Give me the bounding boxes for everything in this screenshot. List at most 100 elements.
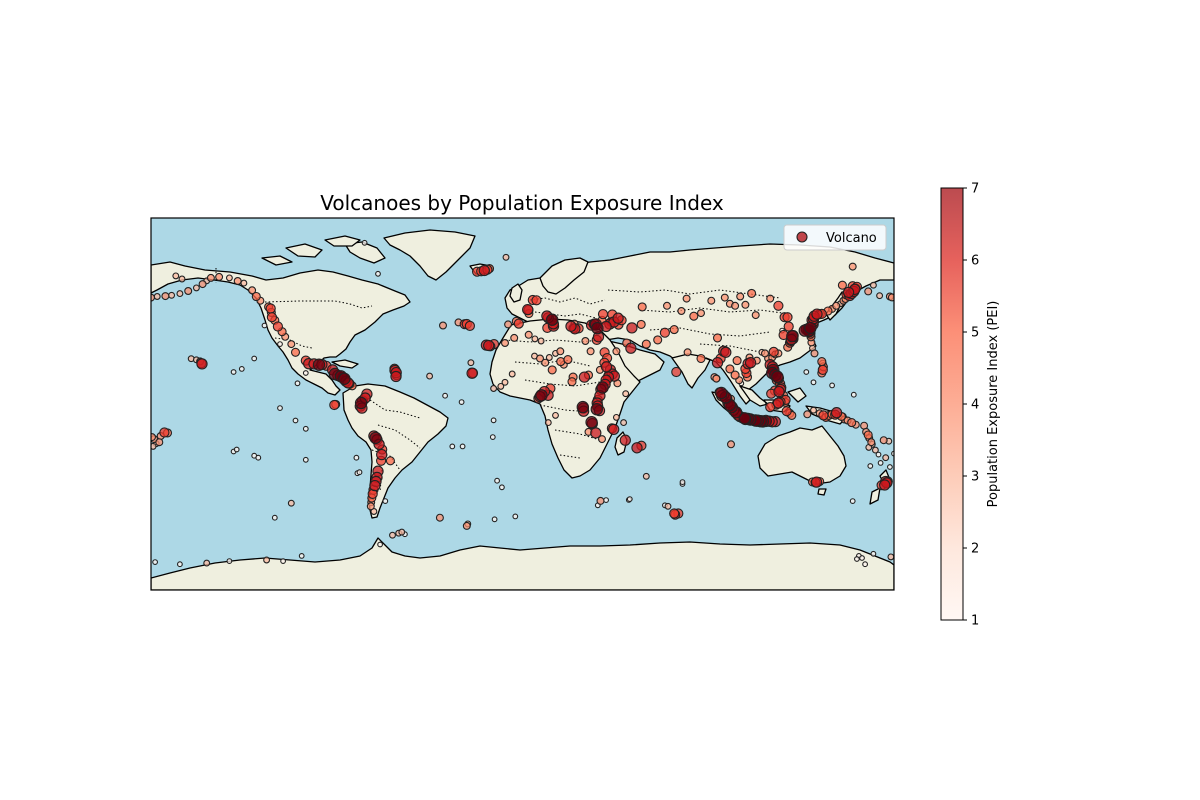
volcano-point <box>879 436 888 445</box>
volcano-point <box>176 561 183 568</box>
volcano-point <box>151 442 157 450</box>
volcano-point <box>497 382 505 390</box>
volcano-point <box>159 427 170 438</box>
volcano-point <box>641 339 651 349</box>
volcano-point <box>659 327 671 338</box>
volcano-point <box>196 358 208 370</box>
volcano-point <box>720 293 729 302</box>
volcano-point <box>176 290 184 298</box>
volcano-point <box>302 425 309 432</box>
colorbar: 1 2 3 4 5 6 7 Population Exposure Index (PEI) <box>940 182 1001 629</box>
volcano-point <box>524 330 533 339</box>
volcano-point <box>490 417 497 424</box>
volcano-point <box>467 359 475 367</box>
volcano-point <box>877 459 884 466</box>
volcano-point <box>736 292 745 301</box>
volcano-point <box>329 399 340 411</box>
volcano-point <box>669 325 679 335</box>
volcano-point <box>875 451 882 458</box>
volcano-point <box>867 438 876 447</box>
volcano-point <box>504 320 513 329</box>
volcano-point <box>596 381 609 394</box>
volcano-point <box>513 318 524 329</box>
volcano-point <box>541 358 550 367</box>
volcano-point <box>731 301 740 310</box>
volcano-point <box>438 321 447 330</box>
volcano-point <box>500 338 509 347</box>
volcano-point <box>590 427 602 439</box>
volcano-point <box>287 340 296 349</box>
volcano-point <box>206 273 215 282</box>
volcano-point <box>203 559 211 567</box>
volcano-point <box>662 301 671 310</box>
volcano-point <box>490 385 498 392</box>
volcano-point <box>464 320 476 332</box>
volcano-point <box>751 311 760 320</box>
australia <box>757 425 847 485</box>
volcano-point <box>312 358 326 371</box>
volcano-point <box>498 484 505 491</box>
volcano-point <box>871 446 879 454</box>
volcano-point <box>612 312 624 324</box>
volcano-point <box>683 348 692 357</box>
volcano-point <box>361 239 368 246</box>
map-frame <box>150 217 895 591</box>
volcano-point <box>449 443 456 450</box>
volcano-point <box>353 454 360 461</box>
volcano-point <box>625 342 637 354</box>
volcano-point <box>626 322 638 334</box>
volcano-point <box>565 320 577 332</box>
colorbar-tick-label: 1 <box>971 614 979 629</box>
volcano-point <box>578 371 591 383</box>
volcano-point <box>563 355 573 365</box>
volcano-point <box>298 553 305 559</box>
volcano-point <box>369 431 382 445</box>
volcano-point <box>726 440 735 449</box>
volcano-point <box>596 496 605 505</box>
volcano-point <box>591 322 604 335</box>
volcano-point <box>741 300 750 309</box>
volcano-point <box>664 502 672 510</box>
volcano-point <box>398 528 406 536</box>
volcano-point <box>435 513 444 522</box>
volcano-point <box>248 286 257 295</box>
volcano-point <box>161 292 170 301</box>
volcano-point <box>466 367 478 379</box>
volcano-point <box>226 558 233 564</box>
volcano-point <box>608 423 620 436</box>
volcano-point <box>620 419 628 427</box>
volcano-point <box>862 561 868 568</box>
volcano-point <box>230 369 237 375</box>
volcano-point <box>225 274 233 282</box>
volcano-point <box>600 361 613 373</box>
volcano-point <box>849 498 856 504</box>
volcano-point <box>803 410 812 419</box>
volcano-point <box>847 418 857 428</box>
volcano-point <box>280 558 286 564</box>
volcano-point <box>768 346 779 358</box>
chart-title: Volcanoes by Population Exposure Index <box>320 191 724 215</box>
volcano-point <box>522 303 534 316</box>
volcano-point <box>832 301 841 310</box>
volcano-point <box>712 374 721 383</box>
south-america <box>342 383 449 519</box>
volcano-point <box>818 410 829 421</box>
volcano-point <box>537 337 545 345</box>
volcano-point <box>642 472 650 480</box>
volcano-point <box>271 514 278 521</box>
volcano-point <box>556 347 565 356</box>
borders-south-america <box>369 399 421 493</box>
volcano-point <box>586 347 595 356</box>
volcano-point <box>483 339 495 352</box>
legend-marker <box>796 231 808 243</box>
volcano-point <box>153 293 161 300</box>
volcano-point <box>567 377 577 387</box>
volcano-point <box>671 366 682 378</box>
volcano-point <box>369 479 381 492</box>
volcano-point <box>377 541 383 548</box>
volcano-point <box>882 454 890 462</box>
volcano-point <box>771 370 784 383</box>
volcano-point <box>829 382 835 389</box>
volcano-point <box>510 333 519 342</box>
legend-box <box>783 224 887 251</box>
